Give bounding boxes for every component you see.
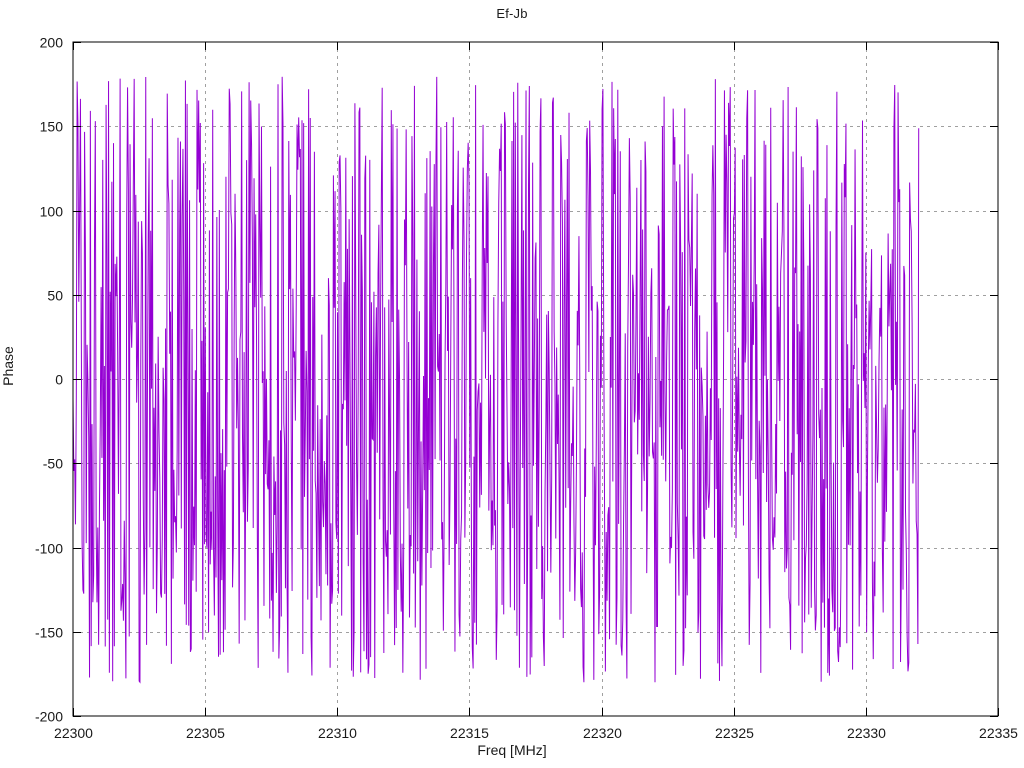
x-tick-label: 22300 [54,725,93,741]
y-tick-label: 200 [40,35,64,51]
x-tick-label: 22325 [715,725,754,741]
data-series-0 [73,76,920,684]
y-tick-label: -150 [35,625,63,641]
y-tick-label: 0 [55,372,63,388]
x-axis-label: Freq [MHz] [477,742,547,758]
x-tick-label: 22310 [318,725,357,741]
x-tick-label: 22315 [450,725,489,741]
tick-marks [72,41,1000,718]
y-tick-label: -200 [35,709,63,725]
y-tick-labels: -200 -150 -100 -50 0 50 100 150 200 [35,35,63,725]
x-tick-label: 22330 [847,725,886,741]
y-tick-label: -100 [35,541,63,557]
y-tick-label: -50 [43,456,63,472]
x-tick-label: 22335 [979,725,1018,741]
x-tick-label: 22320 [583,725,622,741]
x-tick-labels: 22300 22305 22310 22315 22320 22325 22330 22335 [54,725,1018,741]
x-tick-label: 22305 [186,725,225,741]
chart-title: Ef-Jb [496,6,528,21]
y-tick-label: 100 [40,204,64,220]
y-tick-label: 50 [47,288,63,304]
y-tick-label: 150 [40,119,64,135]
data-series-group [73,76,920,684]
